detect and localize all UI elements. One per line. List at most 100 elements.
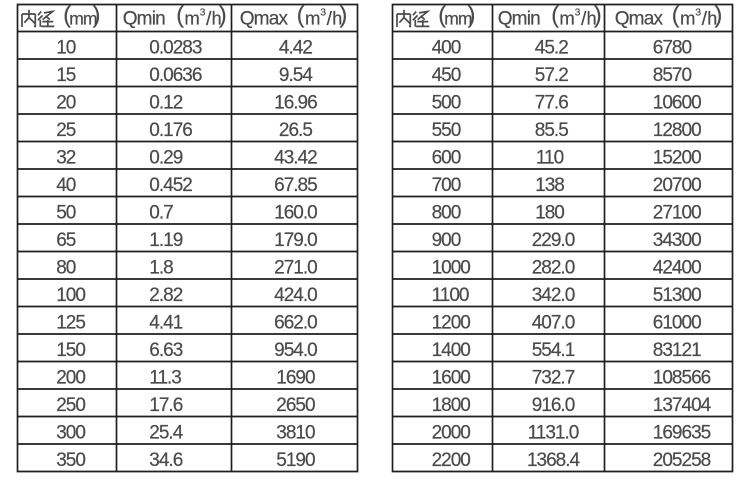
svg-text:1200: 1200 bbox=[432, 313, 471, 334]
svg-text:2.82: 2.82 bbox=[149, 285, 182, 306]
svg-text:80: 80 bbox=[56, 258, 76, 279]
svg-text:8570: 8570 bbox=[653, 65, 692, 86]
svg-text:3810: 3810 bbox=[276, 423, 315, 444]
svg-text:916.0: 916.0 bbox=[532, 395, 575, 416]
svg-text:108566: 108566 bbox=[653, 368, 711, 389]
svg-text:179.0: 179.0 bbox=[274, 230, 317, 251]
svg-text:65: 65 bbox=[56, 230, 76, 251]
svg-text:1400: 1400 bbox=[432, 340, 471, 361]
svg-text:1131.0: 1131.0 bbox=[528, 423, 579, 444]
svg-text:205258: 205258 bbox=[653, 450, 711, 471]
svg-text:3: 3 bbox=[320, 7, 326, 19]
svg-text:0.29: 0.29 bbox=[149, 148, 182, 169]
svg-text:1.8: 1.8 bbox=[149, 258, 173, 279]
svg-text:424.0: 424.0 bbox=[274, 285, 317, 306]
svg-text:25.4: 25.4 bbox=[149, 423, 183, 444]
svg-text:100: 100 bbox=[56, 285, 85, 306]
svg-text:350: 350 bbox=[56, 450, 85, 471]
svg-text:138: 138 bbox=[535, 175, 564, 196]
svg-text:400: 400 bbox=[432, 38, 461, 59]
svg-text:(: ( bbox=[672, 1, 680, 27]
svg-text:0.7: 0.7 bbox=[149, 203, 173, 224]
svg-text:282.0: 282.0 bbox=[532, 258, 575, 279]
svg-text:500: 500 bbox=[432, 93, 461, 114]
svg-text:12800: 12800 bbox=[653, 120, 701, 141]
svg-text:2650: 2650 bbox=[276, 395, 315, 416]
svg-text:1800: 1800 bbox=[432, 395, 471, 416]
svg-text:16.96: 16.96 bbox=[274, 93, 317, 114]
svg-text:67.85: 67.85 bbox=[274, 175, 317, 196]
svg-text:5190: 5190 bbox=[276, 450, 315, 471]
svg-text:): ) bbox=[594, 1, 602, 27]
svg-text:32: 32 bbox=[56, 148, 76, 169]
svg-text:2200: 2200 bbox=[432, 450, 471, 471]
svg-text:900: 900 bbox=[432, 230, 461, 251]
svg-text:20: 20 bbox=[56, 93, 76, 114]
svg-text:/: / bbox=[581, 8, 587, 30]
svg-text:11.3: 11.3 bbox=[149, 368, 181, 389]
svg-text:43.42: 43.42 bbox=[274, 148, 317, 169]
svg-text:(: ( bbox=[297, 1, 305, 27]
svg-text:51300: 51300 bbox=[653, 285, 701, 306]
svg-text:(: ( bbox=[176, 1, 184, 27]
svg-text:26.5: 26.5 bbox=[279, 120, 312, 141]
svg-text:(: ( bbox=[438, 1, 446, 27]
svg-text:h: h bbox=[332, 9, 342, 29]
svg-text:200: 200 bbox=[56, 368, 85, 389]
svg-text:3: 3 bbox=[575, 7, 581, 19]
svg-text:83121: 83121 bbox=[653, 340, 701, 361]
svg-text:662.0: 662.0 bbox=[274, 313, 317, 334]
svg-text:800: 800 bbox=[432, 203, 461, 224]
svg-text:34.6: 34.6 bbox=[149, 450, 182, 471]
svg-text:4.42: 4.42 bbox=[279, 38, 312, 59]
svg-text:27100: 27100 bbox=[653, 203, 701, 224]
svg-text:150: 150 bbox=[56, 340, 85, 361]
svg-text:137404: 137404 bbox=[653, 395, 712, 416]
svg-text:m: m bbox=[559, 8, 574, 29]
svg-text:): ) bbox=[219, 1, 227, 27]
svg-text:15200: 15200 bbox=[653, 148, 701, 169]
svg-text:300: 300 bbox=[56, 423, 85, 444]
svg-text:1600: 1600 bbox=[432, 368, 471, 389]
svg-text:9.54: 9.54 bbox=[279, 65, 313, 86]
svg-text:110: 110 bbox=[536, 148, 564, 169]
svg-text:(: ( bbox=[63, 1, 71, 27]
svg-text:1000: 1000 bbox=[432, 258, 471, 279]
svg-text:450: 450 bbox=[432, 65, 461, 86]
svg-text:Qmax: Qmax bbox=[240, 9, 289, 30]
svg-text:271.0: 271.0 bbox=[274, 258, 317, 279]
svg-text:160.0: 160.0 bbox=[274, 203, 317, 224]
svg-text:/: / bbox=[206, 8, 212, 30]
svg-text:/: / bbox=[702, 8, 708, 30]
svg-text:4.41: 4.41 bbox=[149, 313, 182, 334]
svg-text:): ) bbox=[468, 1, 476, 27]
svg-text:342.0: 342.0 bbox=[532, 285, 575, 306]
svg-text:40: 40 bbox=[56, 175, 76, 196]
svg-text:m: m bbox=[680, 8, 695, 29]
svg-text:(: ( bbox=[551, 1, 559, 27]
svg-text:1690: 1690 bbox=[276, 368, 315, 389]
svg-text:0.12: 0.12 bbox=[149, 93, 182, 114]
svg-text:229.0: 229.0 bbox=[532, 230, 575, 251]
svg-text:700: 700 bbox=[432, 175, 461, 196]
svg-text:m: m bbox=[305, 8, 320, 29]
svg-text:1.19: 1.19 bbox=[149, 230, 182, 251]
svg-text:407.0: 407.0 bbox=[532, 313, 575, 334]
svg-text:0.0636: 0.0636 bbox=[149, 65, 202, 86]
svg-text:50: 50 bbox=[56, 203, 76, 224]
svg-text:6780: 6780 bbox=[653, 38, 692, 59]
svg-text:25: 25 bbox=[56, 120, 76, 141]
svg-text:m: m bbox=[184, 8, 199, 29]
svg-text:550: 550 bbox=[432, 120, 461, 141]
svg-text:180: 180 bbox=[535, 203, 564, 224]
svg-text:554.1: 554.1 bbox=[532, 340, 575, 361]
svg-text:Qmax: Qmax bbox=[615, 9, 664, 30]
svg-text:6.63: 6.63 bbox=[149, 340, 182, 361]
svg-text:): ) bbox=[340, 1, 348, 27]
svg-text:mm: mm bbox=[444, 9, 472, 29]
svg-text:10: 10 bbox=[56, 38, 76, 59]
svg-text:125: 125 bbox=[56, 313, 85, 334]
svg-text:10600: 10600 bbox=[653, 93, 701, 114]
svg-text:3: 3 bbox=[695, 7, 701, 19]
svg-text:): ) bbox=[715, 1, 723, 27]
